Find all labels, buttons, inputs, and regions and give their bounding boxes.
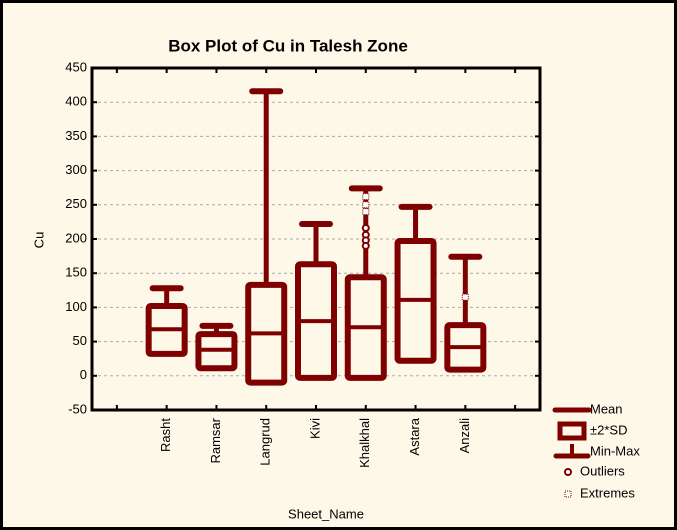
y-tick-label: 300	[65, 162, 87, 177]
extreme	[461, 293, 469, 301]
extreme	[362, 208, 370, 216]
y-tick-label: 250	[65, 196, 87, 211]
y-tick-label: 0	[80, 367, 87, 382]
legend-label: Extremes	[580, 485, 635, 500]
x-tick-label: Rasht	[158, 418, 173, 452]
legend-label: Min-Max	[590, 443, 640, 458]
y-tick-label: 200	[65, 230, 87, 245]
x-tick-label: Langrud	[258, 418, 273, 466]
y-tick-label: 150	[65, 265, 87, 280]
legend-icon	[564, 490, 572, 498]
outlier	[361, 224, 370, 233]
legend-icon	[557, 421, 587, 441]
x-tick-label: Anzali	[457, 418, 472, 454]
legend-icon	[564, 468, 572, 476]
legend-label: ±2*SD	[590, 422, 627, 437]
y-tick-label: -50	[68, 401, 87, 416]
plot-border	[90, 66, 542, 412]
x-tick-label: Khalkhal	[357, 418, 372, 468]
y-tick-label: 400	[65, 94, 87, 109]
chart-title: Box Plot of Cu in Talesh Zone	[168, 36, 408, 55]
y-tick-label: 50	[73, 333, 87, 348]
y-tick-label: 100	[65, 299, 87, 314]
extreme	[362, 201, 370, 209]
y-axis-label: Cu	[31, 232, 46, 249]
y-tick-label: 350	[65, 128, 87, 143]
x-axis-label: Sheet_Name	[288, 506, 364, 521]
x-tick-label: Astara	[407, 417, 422, 455]
legend-label: Mean	[590, 401, 623, 416]
extreme	[362, 193, 370, 201]
x-tick-label: Kivi	[307, 418, 322, 439]
x-tick-label: Ramsar	[208, 417, 223, 463]
legend-label: Outliers	[580, 463, 625, 478]
y-tick-label: 450	[65, 59, 87, 74]
outlier	[361, 241, 370, 250]
